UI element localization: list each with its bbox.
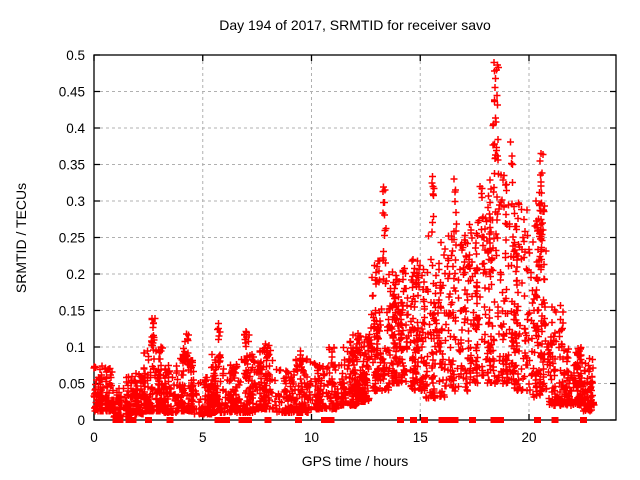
svg-text:0.45: 0.45 [59, 85, 85, 100]
svg-text:0.05: 0.05 [59, 377, 85, 392]
svg-text:0.3: 0.3 [66, 194, 85, 209]
svg-text:0: 0 [90, 430, 98, 445]
svg-text:5: 5 [199, 430, 207, 445]
x-axis-label: GPS time / hours [301, 453, 409, 469]
chart-title: Day 194 of 2017, SRMTID for receiver sav… [219, 17, 491, 33]
svg-text:10: 10 [304, 430, 319, 445]
svg-text:0.25: 0.25 [59, 231, 85, 246]
svg-text:20: 20 [521, 430, 536, 445]
plot-border [93, 54, 617, 421]
scatter-points [90, 59, 598, 421]
y-tick-labels: 0 0.05 0.1 0.15 0.2 0.25 0.3 0.35 0.4 0.45 0.5 [59, 48, 86, 428]
svg-text:0.2: 0.2 [66, 267, 85, 282]
svg-text:0.5: 0.5 [66, 48, 85, 63]
svg-text:0.35: 0.35 [59, 158, 85, 173]
x-tick-labels: 0 5 10 15 20 [90, 430, 536, 445]
zero-line-markers [112, 417, 587, 423]
y-axis-label: SRMTID / TECUs [13, 182, 29, 294]
svg-text:15: 15 [413, 430, 428, 445]
svg-text:0.15: 0.15 [59, 304, 85, 319]
svg-text:0.1: 0.1 [66, 340, 85, 355]
svg-text:0: 0 [77, 413, 85, 428]
svg-text:0.4: 0.4 [66, 121, 85, 136]
